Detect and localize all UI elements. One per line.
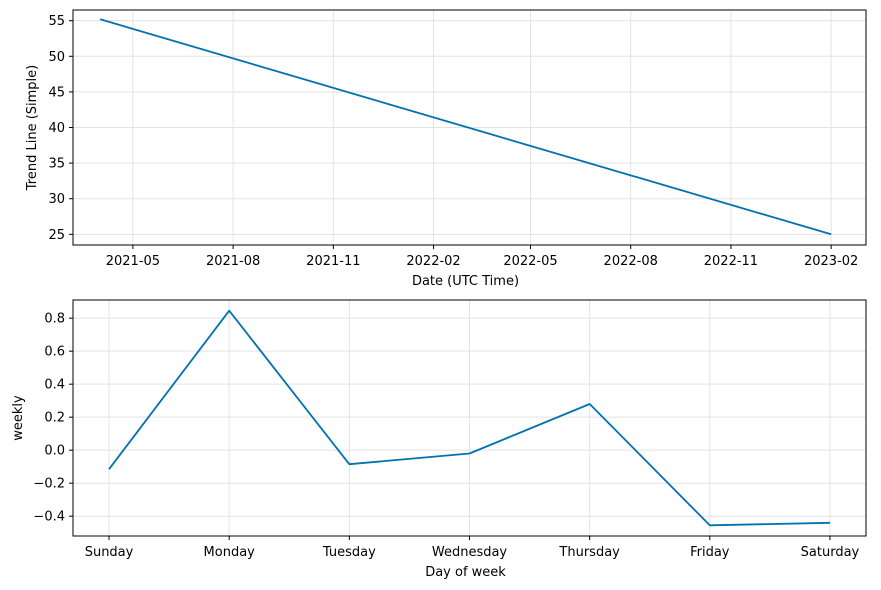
weekly-series-line <box>108 309 831 527</box>
trend-y-tick-label: 45 <box>48 85 65 100</box>
trend-y-tick-label: 30 <box>48 192 65 207</box>
trend-y-tick-label: 25 <box>48 228 65 243</box>
trend-x-tick-label: 2023-02 <box>804 254 858 269</box>
weekly-y-tick-label: 0.4 <box>44 378 65 393</box>
weekly-x-tick-label: Wednesday <box>432 545 508 560</box>
trend-y-tick-label: 55 <box>48 14 65 29</box>
weekly-x-tick-label: Friday <box>690 545 730 560</box>
weekly-x-tick-label: Sunday <box>85 545 134 560</box>
trend-series-line <box>99 18 832 236</box>
trend-y-tick-label: 50 <box>48 50 65 65</box>
trend-x-tick-label: 2022-02 <box>406 254 460 269</box>
trend-x-tick-label: 2021-05 <box>106 254 160 269</box>
trend-panel: 2021-05 2021-08 2021-11 2022-02 2022-05 2022-… <box>25 9 867 289</box>
weekly-x-tick-label: Thursday <box>558 545 620 560</box>
trend-x-axis-label: Date (UTC Time) <box>412 274 519 289</box>
weekly-panel: Sunday Monday Tuesday Wednesday Thursday Frid… <box>11 299 867 580</box>
trend-x-tick-label: 2021-11 <box>306 254 360 269</box>
trend-x-tick-label: 2022-11 <box>704 254 758 269</box>
weekly-y-tick-label: 0.0 <box>44 444 65 459</box>
weekly-x-axis-label: Day of week <box>425 565 506 580</box>
weekly-y-tick-label: 0.2 <box>44 411 65 426</box>
trend-x-tick-label: 2022-08 <box>604 254 658 269</box>
weekly-y-tick-label: −0.2 <box>33 477 65 492</box>
weekly-y-tick-label: −0.4 <box>33 510 65 525</box>
weekly-x-tick-label: Monday <box>204 545 256 560</box>
weekly-y-tick-label: 0.6 <box>44 345 65 360</box>
trend-x-tick-label: 2022-05 <box>503 254 557 269</box>
weekly-x-tick-label: Saturday <box>801 545 860 560</box>
trend-y-axis-label: Trend Line (Simple) <box>25 65 40 191</box>
trend-x-tick-label: 2021-08 <box>206 254 260 269</box>
weekly-x-tick-label: Tuesday <box>322 545 376 560</box>
trend-y-tick-label: 35 <box>48 157 65 172</box>
trend-y-tick-label: 40 <box>48 121 65 136</box>
weekly-y-tick-label: 0.8 <box>44 312 65 327</box>
weekly-y-axis-label: weekly <box>11 395 26 441</box>
